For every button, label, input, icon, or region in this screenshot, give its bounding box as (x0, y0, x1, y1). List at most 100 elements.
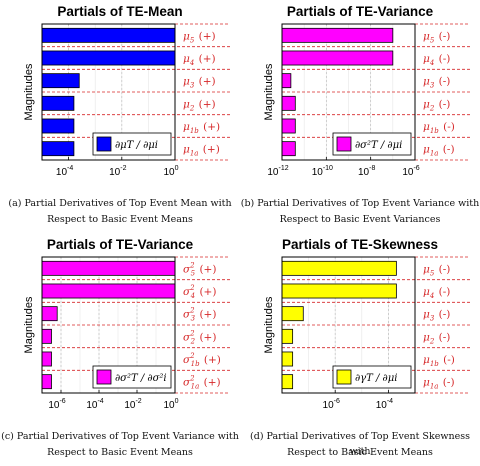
bar (281, 351, 294, 367)
bar (41, 95, 75, 111)
category-label: σ2 3 (+) (183, 307, 216, 323)
bar (281, 141, 296, 157)
legend-box (332, 365, 412, 389)
bar (41, 351, 52, 367)
category-label: μ4 (-) (423, 53, 450, 67)
category-label: μ1b (-) (423, 121, 455, 135)
category-label: σ2 2 (+) (183, 329, 216, 345)
bar (41, 374, 52, 390)
x-tick-label: 10-10 (312, 165, 333, 178)
y-axis-label: Magnitudes (263, 296, 275, 353)
caption-line-2: Respect to Basic Event Variances (279, 214, 441, 225)
category-label: μ4 (-) (423, 286, 450, 300)
category-label: μ1a (-) (423, 144, 455, 158)
chart-title: Partials of TE-Skewness (281, 237, 439, 252)
bar (281, 283, 397, 299)
category-label: σ2 4 (+) (183, 284, 216, 300)
chart-title: Partials of TE-Variance (46, 237, 194, 252)
x-tick-label: 10-8 (358, 165, 375, 178)
y-axis-label: Magnitudes (23, 296, 35, 353)
legend-swatch (336, 369, 352, 385)
x-tick-label: 10-2 (109, 165, 126, 178)
bar (281, 27, 394, 43)
caption-line-2: Respect to Basic Event Means (47, 447, 193, 458)
category-label: μ2 (-) (423, 331, 450, 345)
bar (281, 260, 397, 276)
axes-frame (281, 23, 416, 161)
bar (41, 260, 176, 276)
x-tick-label: 100 (163, 165, 178, 178)
bar (41, 27, 176, 43)
x-tick-label: 10-6 (48, 398, 65, 411)
legend-box (92, 132, 172, 156)
category-label: σ2 1a (+) (183, 375, 221, 391)
category-label: μ3 (-) (423, 309, 450, 323)
caption-line-1: (d) Partial Derivatives of Top Event Ske… (250, 431, 470, 457)
chart-svg: μ5 (-) μ4 (-) μ3 (-) μ2 (-) μ1b (-) μ1a (-) 10… (263, 256, 470, 411)
x-tick-label: 10-12 (267, 165, 288, 178)
legend-swatch (336, 136, 352, 152)
x-tick-label: 10-4 (56, 165, 73, 178)
bar (281, 118, 296, 134)
bar (281, 95, 296, 111)
axes-frame (281, 256, 416, 394)
bar (41, 73, 80, 89)
legend-swatch (96, 369, 112, 385)
category-label: μ1b (+) (183, 121, 220, 135)
chart-panel-b: Partials of TE-Variance μ5 (-) μ4 (-) μ3 (… (240, 0, 480, 233)
category-label: μ1b (-) (423, 354, 455, 368)
axes-frame (41, 23, 176, 161)
category-label: σ2 1b (+) (183, 352, 221, 368)
x-tick-label: 10-2 (124, 398, 141, 411)
legend-box (92, 365, 172, 389)
bar (41, 141, 75, 157)
legend-label: ∂μT / ∂μi (115, 140, 158, 151)
chart-svg: μ5 (-) μ4 (-) μ3 (-) μ2 (-) μ1b (-) μ1a (-) 10… (263, 23, 470, 178)
chart-panel-c: Partials of TE-Variance σ2 5 (+) σ2 4 (+) σ2… (0, 233, 240, 466)
bar (41, 283, 176, 299)
chart-panel-d: Partials of TE-Skewness μ5 (-) μ4 (-) μ3 (… (240, 233, 480, 466)
category-label: μ5 (+) (183, 30, 216, 44)
caption-line-2: Respect to Basic Event Means (47, 214, 193, 225)
bar (41, 118, 75, 134)
x-tick-label: 10-4 (376, 398, 393, 411)
bar (281, 73, 292, 89)
legend-box (332, 132, 412, 156)
x-tick-label: 10-6 (402, 165, 419, 178)
legend-swatch (96, 136, 112, 152)
category-label: μ1a (+) (183, 144, 220, 158)
axes-frame (41, 256, 176, 394)
x-tick-label: 10-4 (86, 398, 103, 411)
chart-title: Partials of TE-Variance (286, 4, 434, 19)
legend-label: ∂σ²T / ∂μi (355, 140, 402, 151)
legend-label: ∂σ²T / ∂σ²i (115, 373, 167, 384)
category-label: μ4 (+) (183, 53, 216, 67)
category-label: μ2 (-) (423, 98, 450, 112)
caption-line-1: (c) Partial Derivatives of Top Event Var… (1, 431, 239, 442)
x-tick-label: 100 (163, 398, 178, 411)
chart-title: Partials of TE-Mean (57, 4, 183, 19)
bar (41, 328, 52, 344)
category-label: μ3 (+) (183, 76, 216, 90)
chart-panel-a: Partials of TE-Mean μ5 (+) μ4 (+) μ3 (+) μ2… (0, 0, 240, 233)
caption-line-2: Respect to Basic Event Means (287, 447, 433, 458)
bar (281, 374, 294, 390)
category-label: μ5 (-) (423, 30, 450, 44)
bar (41, 50, 176, 66)
chart-svg: μ5 (+) μ4 (+) μ3 (+) μ2 (+) μ1b (+) μ1a (+) 10… (23, 23, 230, 178)
caption-line-1: (b) Partial Derivatives of Top Event Var… (240, 198, 480, 209)
bar (281, 50, 394, 66)
chart-svg: σ2 5 (+) σ2 4 (+) σ2 3 (+) σ2 2 (+) σ2 1b (+) σ2 1a… (23, 256, 230, 411)
bar (281, 328, 294, 344)
x-tick-label: 10-6 (323, 398, 340, 411)
category-label: μ5 (-) (423, 263, 450, 277)
bar (41, 306, 58, 322)
y-axis-label: Magnitudes (263, 63, 275, 120)
bar (281, 306, 304, 322)
category-label: σ2 5 (+) (183, 261, 216, 277)
caption-line-1: (a) Partial Derivatives of Top Event Mea… (8, 198, 232, 209)
category-label: μ1a (-) (423, 377, 455, 391)
legend-label: ∂γT / ∂μi (355, 373, 397, 384)
category-label: μ2 (+) (183, 98, 216, 112)
y-axis-label: Magnitudes (23, 63, 35, 120)
